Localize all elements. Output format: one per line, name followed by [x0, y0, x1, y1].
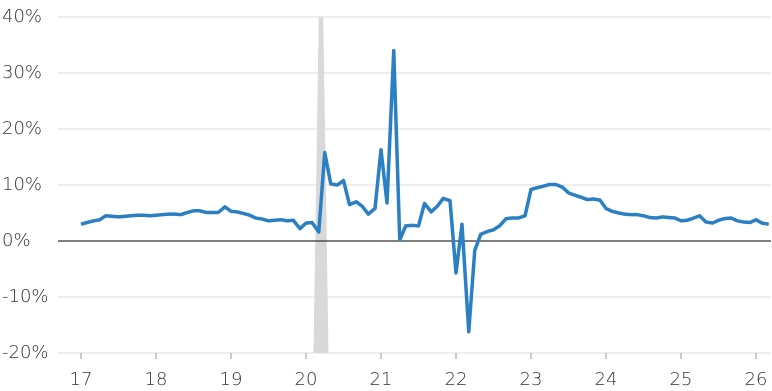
x-tick-label: 23 — [520, 369, 543, 390]
x-tick-label: 19 — [220, 369, 243, 390]
y-tick-label: -20% — [2, 342, 49, 363]
y-tick-label: 0% — [2, 230, 31, 251]
y-tick-label: 40% — [2, 6, 42, 27]
x-tick-label: 26 — [745, 369, 768, 390]
x-tick-label: 24 — [595, 369, 618, 390]
x-tick-label: 25 — [670, 369, 693, 390]
data-line — [80, 48, 770, 334]
x-tick-label: 21 — [370, 369, 393, 390]
x-tick-label: 17 — [70, 369, 93, 390]
x-tick-label: 20 — [295, 369, 318, 390]
y-tick-label: 20% — [2, 118, 42, 139]
y-tick-label: -10% — [2, 286, 49, 307]
y-tick-label: 10% — [2, 174, 42, 195]
y-tick-label: 30% — [2, 62, 42, 83]
x-tick-label: 22 — [445, 369, 468, 390]
x-tick-label: 18 — [145, 369, 168, 390]
